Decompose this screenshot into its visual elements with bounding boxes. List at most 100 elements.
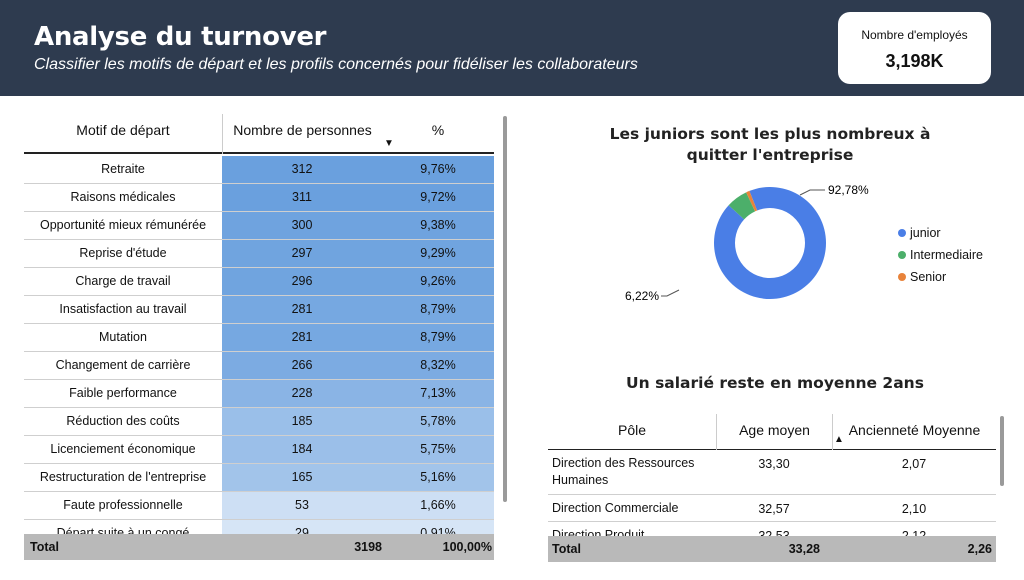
table-row[interactable]: Direction des Ressources Humaines 33,30 2,… — [548, 451, 996, 495]
table-row[interactable]: Reprise d'étude 297 9,29% — [24, 240, 494, 268]
reasons-table-header: Motif de départ Nombre de personnes % ▼ — [24, 114, 494, 154]
reasons-table-total: Total 3198 100,00% — [24, 534, 494, 560]
row-motif: Réduction des coûts — [66, 414, 180, 428]
column-header-pct[interactable]: % — [431, 122, 445, 138]
row-pct: 9,29% — [382, 240, 494, 267]
row-pct: 9,38% — [382, 212, 494, 239]
column-header-age[interactable]: Age moyen — [716, 414, 832, 450]
row-motif: Licenciement économique — [50, 442, 196, 456]
pole-table-body: Direction des Ressources Humaines 33,30 2,… — [548, 451, 996, 536]
legend-item-intermediaire[interactable]: Intermediaire — [898, 244, 983, 266]
sort-ascending-icon[interactable]: ▲ — [834, 434, 844, 445]
pole-table: Pôle Age moyen Ancienneté Moyenne ▲ Dire… — [548, 414, 996, 564]
row-pct: 8,79% — [382, 324, 494, 351]
table-row[interactable]: Opportunité mieux rémunérée 300 9,38% — [24, 212, 494, 240]
table-row[interactable]: Départ suite à un congé 29 0,91% — [24, 520, 494, 536]
donut-chart-title: Les juniors sont les plus nombreux à qui… — [609, 125, 931, 164]
pole-total-label: Total — [552, 542, 581, 556]
row-pct: 5,78% — [382, 408, 494, 435]
pole-table-scrollbar[interactable] — [1000, 416, 1004, 486]
column-header-count[interactable]: Nombre de personnes — [222, 114, 382, 154]
header-banner: Analyse du turnover Classifier les motif… — [0, 0, 1024, 96]
total-pct: 100,00% — [442, 540, 492, 554]
donut-legend: junior Intermediaire Senior — [898, 222, 983, 288]
table-row[interactable]: Faible performance 228 7,13% — [24, 380, 494, 408]
pole-total-anc: 2,26 — [967, 542, 992, 556]
row-pct: 9,72% — [382, 184, 494, 211]
pole-table-total: Total 33,28 2,26 — [548, 536, 996, 562]
table-row[interactable]: Mutation 281 8,79% — [24, 324, 494, 352]
column-header-anciennete[interactable]: Ancienneté Moyenne — [832, 414, 996, 450]
row-count: 184 — [222, 436, 382, 463]
row-motif: Faible performance — [69, 386, 177, 400]
sort-descending-icon[interactable]: ▼ — [384, 138, 394, 149]
pole-table-header: Pôle Age moyen Ancienneté Moyenne ▲ — [548, 414, 996, 450]
legend-label: junior — [910, 226, 941, 240]
row-anc: 2,12 — [901, 529, 927, 536]
row-pct: 5,16% — [382, 464, 494, 491]
row-motif: Charge de travail — [75, 274, 171, 288]
reasons-table-scrollbar[interactable] — [503, 116, 507, 502]
donut-slice-intermediaire[interactable] — [728, 192, 756, 220]
row-pct: 8,79% — [382, 296, 494, 323]
row-count: 281 — [222, 324, 382, 351]
table-row[interactable]: Licenciement économique 184 5,75% — [24, 436, 494, 464]
column-header-pole[interactable]: Pôle — [617, 422, 647, 438]
row-pole: Direction Commerciale — [552, 501, 679, 515]
row-age: 33,30 — [758, 457, 790, 471]
row-motif: Opportunité mieux rémunérée — [39, 218, 207, 232]
leader-line-junior — [799, 189, 825, 196]
row-anc: 2,10 — [901, 502, 927, 516]
legend-item-junior[interactable]: junior — [898, 222, 983, 244]
row-count: 297 — [222, 240, 382, 267]
kpi-card: Nombre d'employés 3,198K — [838, 12, 991, 84]
row-motif: Reprise d'étude — [79, 246, 167, 260]
row-motif: Restructuration de l'entreprise — [39, 470, 207, 484]
table-row[interactable]: Charge de travail 296 9,26% — [24, 268, 494, 296]
total-label: Total — [30, 540, 59, 554]
pole-total-age: 33,28 — [788, 542, 820, 556]
legend-dot-icon — [898, 273, 906, 281]
legend-item-senior[interactable]: Senior — [898, 266, 983, 288]
reasons-table-body: Retraite 312 9,76% Raisons médicales 311 9,72… — [24, 156, 494, 536]
row-motif: Faute professionnelle — [63, 498, 183, 512]
table-row[interactable]: Raisons médicales 311 9,72% — [24, 184, 494, 212]
legend-dot-icon — [898, 251, 906, 259]
row-count: 266 — [222, 352, 382, 379]
legend-dot-icon — [898, 229, 906, 237]
row-pct: 9,76% — [382, 156, 494, 183]
row-count: 311 — [222, 184, 382, 211]
row-pct: 1,66% — [382, 492, 494, 519]
table-row[interactable]: Restructuration de l'entreprise 165 5,16% — [24, 464, 494, 492]
row-age: 32,57 — [758, 502, 790, 516]
row-count: 29 — [222, 520, 382, 536]
page-title: Analyse du turnover — [34, 22, 327, 52]
row-pct: 7,13% — [382, 380, 494, 407]
row-count: 296 — [222, 268, 382, 295]
row-count: 185 — [222, 408, 382, 435]
table-row[interactable]: Insatisfaction au travail 281 8,79% — [24, 296, 494, 324]
table-row[interactable]: Direction Commerciale 32,57 2,10 — [548, 496, 996, 522]
row-age: 32,53 — [758, 529, 790, 536]
row-count: 165 — [222, 464, 382, 491]
row-motif: Raisons médicales — [70, 190, 176, 204]
column-header-motif[interactable]: Motif de départ — [76, 122, 170, 138]
row-pct: 8,32% — [382, 352, 494, 379]
row-motif: Insatisfaction au travail — [59, 302, 187, 316]
row-count: 312 — [222, 156, 382, 183]
donut-slice-senior[interactable] — [746, 190, 758, 212]
reasons-table: Motif de départ Nombre de personnes % ▼ … — [24, 114, 494, 564]
row-pct: 9,26% — [382, 268, 494, 295]
table-row[interactable]: Changement de carrière 266 8,32% — [24, 352, 494, 380]
donut-slice-junior[interactable] — [714, 186, 826, 299]
kpi-label: Nombre d'employés — [861, 28, 968, 42]
table-row[interactable]: Faute professionnelle 53 1,66% — [24, 492, 494, 520]
table-row[interactable]: Retraite 312 9,76% — [24, 156, 494, 184]
kpi-value: 3,198K — [885, 51, 944, 71]
total-count: 3198 — [354, 540, 382, 554]
table-row[interactable]: Direction Produit 32,53 2,12 — [548, 523, 996, 536]
row-count: 281 — [222, 296, 382, 323]
data-label-intermediaire: 6,22% — [625, 289, 659, 303]
row-count: 300 — [222, 212, 382, 239]
table-row[interactable]: Réduction des coûts 185 5,78% — [24, 408, 494, 436]
